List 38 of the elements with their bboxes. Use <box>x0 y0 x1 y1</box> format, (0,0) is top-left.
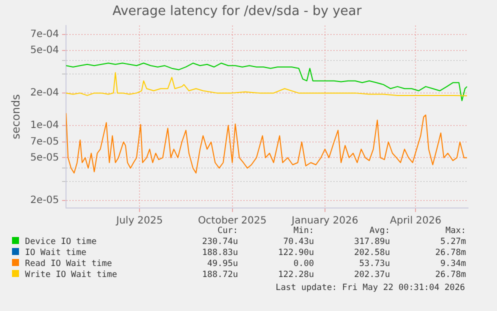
text: 53.73u <box>358 259 390 270</box>
y-tick-label: 5e-04 <box>30 44 60 56</box>
text: 5.27m <box>439 237 466 248</box>
text: 26.78m <box>434 270 466 281</box>
text: 70.43u <box>282 237 314 248</box>
text: 122.28u <box>277 270 314 281</box>
y-tick-label: 2e-05 <box>30 195 60 206</box>
y-tick-label: 1e-04 <box>30 120 60 131</box>
x-tick-label: July 2025 <box>115 216 163 227</box>
text: 202.37u <box>353 270 390 281</box>
y-tick-label: 7e-05 <box>30 136 60 148</box>
x-tick-label: October 2025 <box>198 216 267 227</box>
legend-label: Read IO Wait time <box>24 259 113 270</box>
legend-label: Device IO time <box>24 237 98 248</box>
text: 49.95u <box>206 259 238 270</box>
text: 26.78m <box>434 248 466 259</box>
y-axis-title: seconds <box>9 94 22 140</box>
text: 202.58u <box>353 248 390 259</box>
text: 317.89u <box>353 237 390 248</box>
text: 230.74u <box>201 237 238 248</box>
text: 9.34m <box>439 259 466 270</box>
text: 188.72u <box>201 270 238 281</box>
y-tick-label: 7e-04 <box>30 29 60 40</box>
text: 0.00 <box>292 259 314 270</box>
text: 188.83u <box>201 248 238 259</box>
chart-title: Average latency for /dev/sda - by year <box>112 4 362 20</box>
y-tick-label: 5e-05 <box>30 152 60 164</box>
text: Last update: Fri May 22 00:31:04 2026 <box>276 283 465 293</box>
text: Min: <box>292 226 314 237</box>
text: Cur: <box>216 226 238 237</box>
legend-label: Write IO Wait time <box>24 270 118 281</box>
text: 122.90u <box>277 248 314 259</box>
legend-label: IO Wait time <box>24 248 88 259</box>
x-tick-label: January 2026 <box>290 216 358 227</box>
y-tick-label: 2e-04 <box>30 88 60 99</box>
text: Max: <box>444 226 466 237</box>
text: Avg: <box>368 226 390 237</box>
x-tick-label: April 2026 <box>390 216 442 227</box>
